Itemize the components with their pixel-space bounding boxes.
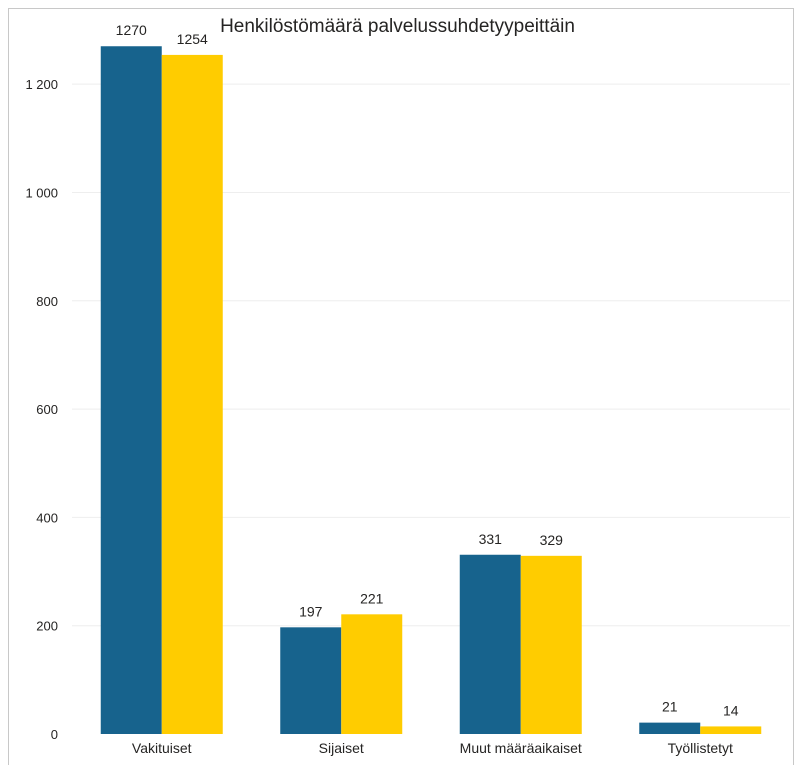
y-tick-label: 400 (36, 510, 58, 525)
bar[interactable] (161, 54, 223, 735)
x-tick-label: Sijaiset (319, 740, 364, 756)
chart-title: Henkilöstömäärä palvelussuhdetyypeittäin (220, 16, 575, 37)
data-label: 21 (662, 699, 678, 715)
data-label: 1270 (116, 22, 147, 38)
y-tick-label: 1 000 (25, 185, 58, 200)
data-label: 331 (479, 531, 503, 547)
bar[interactable] (520, 555, 582, 734)
data-labels: 1270 1254 197 221 331 329 21 14 (116, 22, 739, 718)
x-tick-label: Työllistetyt (668, 740, 733, 756)
data-label: 329 (540, 532, 564, 548)
data-label: 197 (299, 603, 323, 619)
y-tick-label: 0 (51, 727, 58, 742)
y-axis: 0 200 400 600 800 1 000 1 200 (25, 77, 58, 742)
x-tick-label: Vakituiset (132, 740, 192, 756)
bar[interactable] (639, 722, 701, 734)
bars (100, 46, 762, 735)
data-label: 1254 (177, 31, 208, 47)
data-label: 14 (723, 702, 739, 718)
y-tick-label: 1 200 (25, 77, 58, 92)
bar[interactable] (459, 554, 521, 734)
y-tick-label: 600 (36, 402, 58, 417)
y-tick-label: 200 (36, 619, 58, 634)
bar[interactable] (280, 627, 342, 734)
x-axis: Vakituiset Sijaiset Muut määräaikaiset Työl… (132, 740, 733, 756)
x-tick-label: Muut määräaikaiset (460, 740, 582, 756)
data-label: 221 (360, 590, 384, 606)
bar[interactable] (341, 614, 403, 734)
bar[interactable] (100, 46, 162, 734)
bar[interactable] (700, 726, 762, 734)
y-tick-label: 800 (36, 294, 58, 309)
